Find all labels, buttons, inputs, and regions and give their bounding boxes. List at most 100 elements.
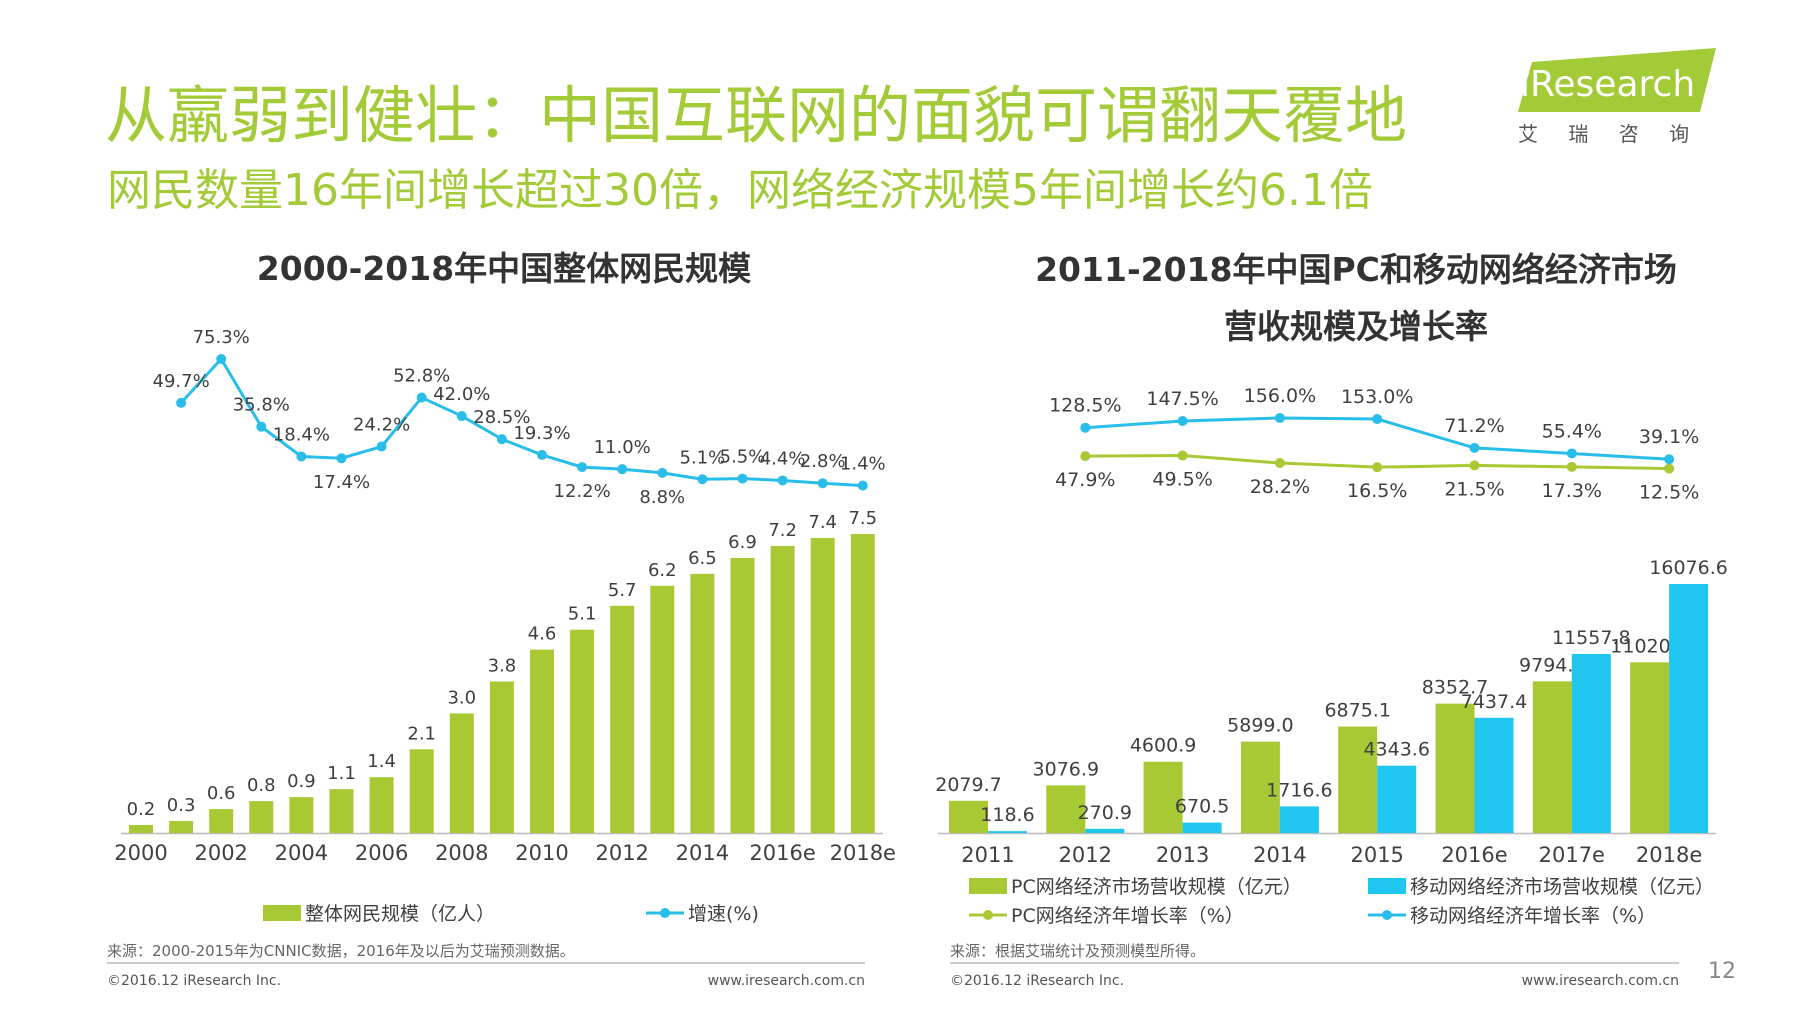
line-point [697, 474, 708, 485]
x-tick-label: 2000 [114, 841, 167, 865]
value-label: 5.1% [680, 447, 726, 468]
x-tick-label: 2011 [961, 843, 1014, 867]
x-tick-label: 2016e [749, 841, 815, 865]
line-point [456, 411, 467, 422]
value-label: 670.5 [1175, 796, 1229, 818]
bar [530, 649, 554, 833]
legend-label: PC网络经济市场营收规模（亿元） [1011, 876, 1302, 898]
value-label: 7.2 [768, 520, 797, 541]
copyright: ©2016.12 iResearch Inc. [107, 973, 281, 989]
line-point [1177, 415, 1188, 426]
bar [449, 713, 474, 833]
value-label: 42.0% [433, 384, 490, 405]
line-point [496, 434, 507, 445]
x-tick-label: 2008 [435, 841, 488, 865]
value-label: 0.2 [127, 799, 156, 820]
value-label: 0.6 [207, 783, 236, 804]
chart-title: 营收规模及增长率 [1224, 307, 1488, 346]
line [179, 356, 863, 488]
legend-swatch [1368, 878, 1406, 894]
value-label: 8.8% [639, 487, 685, 508]
source: 来源：根据艾瑞统计及预测模型所得。 [950, 942, 1205, 960]
value-label: 2.1 [407, 723, 436, 744]
value-label: 4.6 [528, 624, 557, 645]
x-tick-label: 2012 [1059, 843, 1112, 867]
value-label: 0.8 [247, 775, 276, 796]
x-tick-label: 2016e [1441, 843, 1507, 867]
bar [1474, 717, 1514, 833]
value-label: 1.4 [367, 751, 396, 772]
bar [610, 605, 635, 833]
line-point [1372, 414, 1383, 425]
bar [1182, 822, 1222, 833]
line-point [857, 480, 868, 491]
value-label: 12.5% [1639, 482, 1699, 504]
value-label: 3076.9 [1033, 758, 1099, 780]
value-label: 7.5 [848, 508, 877, 529]
x-tick-label: 2010 [515, 841, 568, 865]
x-tick-label: 2018e [830, 841, 896, 865]
line-point [1080, 451, 1091, 462]
logo: iResearch [1520, 64, 1695, 105]
value-label: 118.6 [980, 804, 1034, 826]
value-label: 28.5% [473, 407, 530, 428]
bar [1085, 828, 1125, 833]
bar [249, 801, 274, 833]
bar [1532, 681, 1572, 833]
legend-label: 整体网民规模（亿人） [305, 903, 495, 925]
line-point [1080, 422, 1091, 433]
source: 来源：2000-2015年为CNNIC数据，2016年及以后为艾瑞预测数据。 [107, 942, 575, 960]
value-label: 1.1 [327, 763, 356, 784]
bar [129, 825, 153, 833]
legend-label: PC网络经济年增长率（%） [1011, 905, 1244, 927]
line-point [376, 441, 387, 452]
x-tick-label: 2018e [1636, 843, 1702, 867]
legend-label: 移动网络经济年增长率（%） [1410, 905, 1656, 927]
value-label: 75.3% [193, 327, 250, 348]
line-point [1177, 450, 1188, 461]
bar [1669, 584, 1709, 833]
value-label: 270.9 [1078, 802, 1132, 824]
logo-shape [1518, 48, 1716, 112]
line-point [817, 478, 828, 489]
value-label: 0.9 [287, 771, 316, 792]
line-point [336, 453, 347, 464]
value-label: 52.8% [393, 366, 450, 387]
value-label: 28.2% [1250, 476, 1310, 498]
value-label: 6.2 [648, 560, 677, 581]
value-label: 12.2% [554, 481, 611, 502]
line-point [537, 449, 547, 460]
legend-label: 移动网络经济市场营收规模（亿元） [1410, 876, 1714, 898]
bar [988, 831, 1027, 833]
x-tick-label: 2013 [1156, 843, 1209, 867]
x-tick-label: 2002 [194, 841, 247, 865]
website: www.iresearch.com.cn [708, 973, 865, 989]
bar [730, 557, 755, 833]
bar [409, 749, 434, 833]
value-label: 0.3 [167, 795, 196, 816]
value-label: 18.4% [273, 424, 330, 445]
line-point [296, 451, 307, 462]
value-label: 16.5% [1347, 480, 1407, 502]
bar [810, 537, 835, 833]
chart-title: 2011-2018年中国PC和移动网络经济市场 [1035, 250, 1677, 289]
bar [1240, 741, 1280, 833]
value-label: 55.4% [1542, 420, 1602, 442]
x-tick-label: 2017e [1539, 843, 1605, 867]
value-label: 8352.7 [1422, 677, 1488, 699]
line-point [777, 475, 788, 486]
x-tick-label: 2004 [275, 841, 328, 865]
legend-swatch [983, 910, 993, 920]
value-label: 4.4% [760, 448, 806, 469]
value-label: 6875.1 [1324, 700, 1390, 722]
copyright: ©2016.12 iResearch Inc. [950, 973, 1124, 989]
x-tick-label: 2015 [1350, 843, 1403, 867]
bar [1435, 703, 1475, 833]
chart-title: 2000-2018年中国整体网民规模 [257, 249, 752, 288]
value-label: 35.8% [233, 395, 290, 416]
line-point [176, 397, 187, 408]
value-label: 3.8 [488, 656, 517, 677]
value-label: 1716.6 [1266, 779, 1332, 801]
line-point [1664, 463, 1675, 474]
